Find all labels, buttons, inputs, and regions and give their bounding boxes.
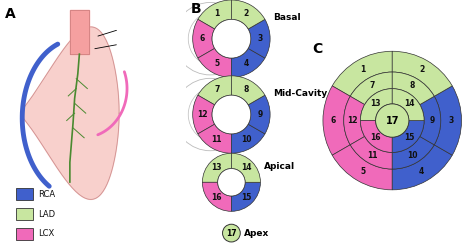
Wedge shape [350, 72, 392, 105]
Text: 3: 3 [258, 34, 263, 43]
Wedge shape [360, 89, 392, 121]
Wedge shape [231, 124, 265, 153]
Text: 4: 4 [419, 167, 424, 176]
Wedge shape [248, 19, 270, 58]
Wedge shape [392, 145, 452, 190]
Text: A: A [5, 7, 16, 21]
Wedge shape [344, 96, 365, 145]
Text: 9: 9 [430, 116, 435, 125]
Wedge shape [231, 76, 265, 105]
Polygon shape [21, 27, 119, 200]
Circle shape [375, 104, 409, 137]
Text: 15: 15 [404, 133, 415, 142]
Wedge shape [332, 51, 392, 96]
Wedge shape [198, 48, 231, 77]
Text: 7: 7 [369, 81, 375, 90]
FancyBboxPatch shape [16, 208, 33, 220]
FancyBboxPatch shape [16, 188, 33, 200]
Text: 8: 8 [243, 85, 248, 94]
Text: 4: 4 [243, 59, 248, 68]
Wedge shape [231, 182, 260, 211]
Text: 5: 5 [214, 59, 219, 68]
Wedge shape [350, 137, 392, 169]
Text: 9: 9 [258, 110, 263, 119]
Wedge shape [332, 145, 392, 190]
Circle shape [212, 19, 251, 58]
Text: 6: 6 [200, 34, 205, 43]
Wedge shape [360, 121, 392, 153]
FancyBboxPatch shape [16, 228, 33, 240]
Text: 2: 2 [243, 9, 248, 18]
Text: 16: 16 [370, 133, 380, 142]
Text: 2: 2 [419, 65, 424, 74]
Text: 11: 11 [211, 135, 222, 144]
Wedge shape [231, 48, 265, 77]
Wedge shape [434, 86, 462, 155]
Text: B: B [190, 2, 201, 16]
Wedge shape [231, 153, 260, 182]
Text: 17: 17 [385, 116, 399, 125]
Circle shape [218, 169, 245, 196]
Text: 13: 13 [211, 163, 221, 172]
Text: LAD: LAD [38, 210, 55, 218]
Text: 14: 14 [241, 163, 252, 172]
Text: C: C [312, 42, 323, 56]
Wedge shape [202, 182, 231, 211]
Text: 6: 6 [331, 116, 336, 125]
Text: 1: 1 [360, 65, 365, 74]
Circle shape [222, 224, 240, 242]
Wedge shape [198, 124, 231, 153]
Text: 13: 13 [370, 99, 380, 108]
Text: 10: 10 [241, 135, 251, 144]
Text: Apex: Apex [244, 229, 269, 238]
Wedge shape [198, 76, 231, 105]
Wedge shape [198, 0, 231, 29]
Wedge shape [392, 89, 424, 121]
Wedge shape [323, 86, 350, 155]
Text: RCA: RCA [38, 190, 55, 199]
Wedge shape [392, 51, 452, 96]
Text: Apical: Apical [264, 162, 295, 171]
Circle shape [212, 95, 251, 134]
Text: 14: 14 [404, 99, 415, 108]
Text: LCX: LCX [38, 229, 55, 238]
Wedge shape [392, 72, 434, 105]
Wedge shape [392, 137, 434, 169]
Text: 11: 11 [367, 151, 377, 160]
Text: 3: 3 [448, 116, 454, 125]
Wedge shape [248, 95, 270, 134]
Text: 15: 15 [241, 193, 252, 202]
Text: 12: 12 [197, 110, 208, 119]
Wedge shape [392, 121, 424, 153]
Wedge shape [193, 19, 215, 58]
Polygon shape [70, 10, 89, 54]
Text: Mid-Cavity: Mid-Cavity [273, 89, 328, 98]
Wedge shape [420, 96, 441, 145]
Wedge shape [231, 0, 265, 29]
Text: 17: 17 [226, 229, 237, 238]
Text: 12: 12 [347, 116, 357, 125]
Wedge shape [202, 153, 231, 182]
Text: 5: 5 [360, 167, 365, 176]
Wedge shape [193, 95, 215, 134]
Text: Basal: Basal [273, 13, 301, 22]
Text: 10: 10 [407, 151, 418, 160]
Text: 16: 16 [211, 193, 221, 202]
Text: 7: 7 [214, 85, 219, 94]
Text: 1: 1 [214, 9, 219, 18]
Text: 8: 8 [410, 81, 415, 90]
